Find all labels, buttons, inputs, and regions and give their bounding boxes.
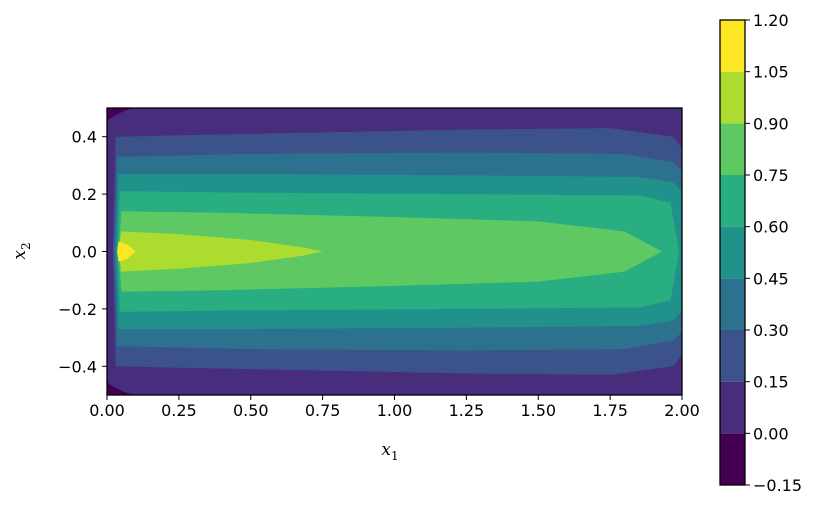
x-tick-label: 0.00 [89, 401, 125, 420]
contour-corner-bottom [107, 382, 133, 395]
colorbar-segment [720, 226, 745, 279]
x-tick-label: 0.50 [233, 401, 269, 420]
y-axis-label: x2 [10, 242, 33, 259]
colorbar-tick-label: 1.20 [753, 11, 789, 30]
x-axis-label: x1 [381, 440, 398, 463]
x-tick-label: 0.25 [161, 401, 197, 420]
colorbar-tick-label: 0.15 [753, 373, 789, 392]
y-tick-label: 0.4 [72, 128, 97, 147]
contour-band-0.75 [118, 211, 662, 292]
colorbar-frame [719, 19, 746, 486]
colorbar: −0.15 0.00 0.15 0.30 0.45 0.60 0.75 0.90 1.05 1.2… [719, 11, 802, 495]
colorbar-segment [720, 433, 745, 485]
y-tick-label: −0.2 [58, 300, 97, 319]
colorbar-segment [720, 278, 745, 330]
colorbar-segment [720, 71, 745, 124]
x-tick-label: 1.50 [520, 401, 556, 420]
colorbar-tick-label: 0.60 [753, 218, 789, 237]
contour-corner-top [107, 108, 133, 121]
x-axis: 0.00 0.25 0.50 0.75 1.00 1.25 1.50 1.75 2.00 [89, 395, 700, 420]
x-tick-label: 1.25 [449, 401, 485, 420]
y-tick-label: 0.2 [72, 185, 97, 204]
colorbar-tick-label: 0.45 [753, 269, 789, 288]
y-tick-label: −0.4 [58, 357, 97, 376]
colorbar-segment [720, 123, 745, 175]
x-tick-label: 1.75 [592, 401, 628, 420]
x-tick-label: 2.00 [664, 401, 700, 420]
x-tick-label: 0.75 [305, 401, 341, 420]
colorbar-tick-label: −0.15 [753, 476, 802, 495]
colorbar-tick-label: 0.90 [753, 114, 789, 133]
y-axis: −0.4 −0.2 0.0 0.2 0.4 [58, 128, 107, 376]
x-tick-label: 1.00 [377, 401, 413, 420]
plot-area [107, 108, 682, 395]
y-tick-label: 0.0 [72, 243, 97, 262]
colorbar-tick-label: 1.05 [753, 63, 789, 82]
colorbar-tick-label: 0.75 [753, 166, 789, 185]
contour-band-1.05 [117, 241, 136, 262]
colorbar-segment [720, 20, 745, 72]
contour-band-0.90 [118, 231, 323, 272]
colorbar-segment [720, 175, 745, 227]
colorbar-tick-label: 0.30 [753, 321, 789, 340]
colorbar-segment [720, 330, 745, 382]
colorbar-segment [720, 381, 745, 434]
colorbar-tick-label: 0.00 [753, 424, 789, 443]
